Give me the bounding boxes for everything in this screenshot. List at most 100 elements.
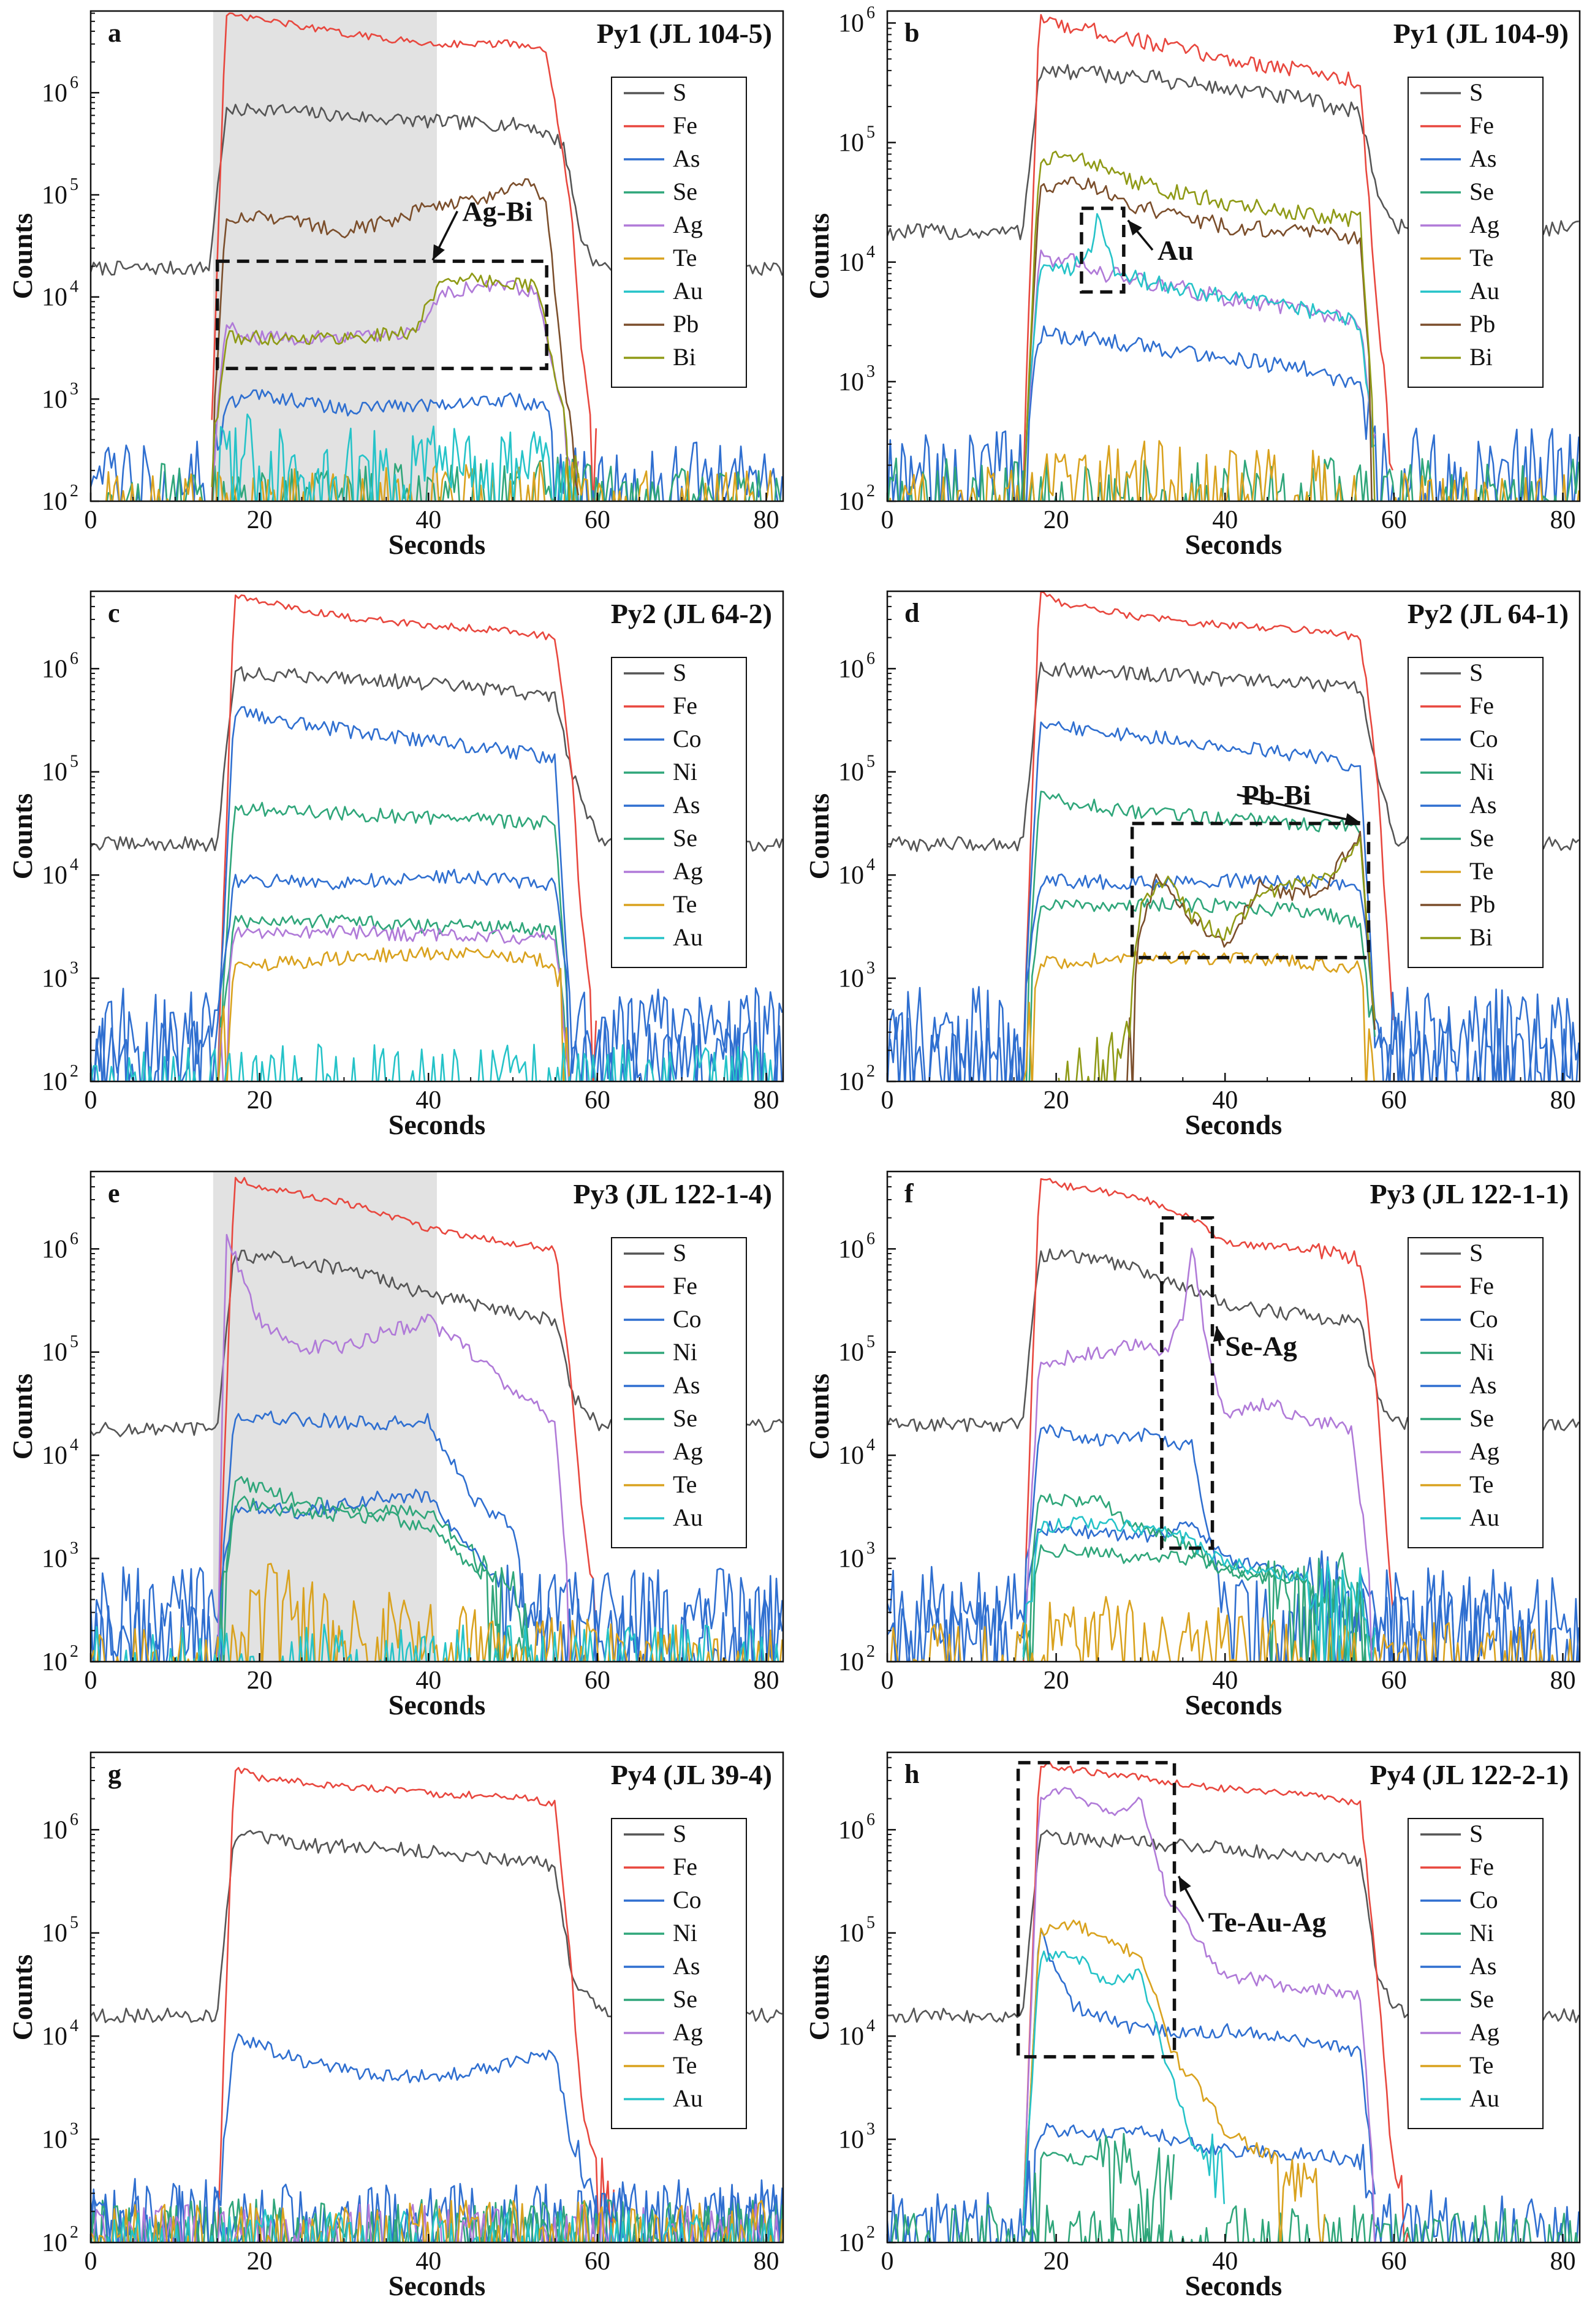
legend-box [611, 1818, 747, 2129]
legend-label: Pb [673, 310, 699, 338]
x-tick-label: 20 [1044, 506, 1069, 534]
legend-box [1408, 1818, 1544, 2129]
y-tick-label: 10 [838, 861, 864, 890]
y-tick-label-exponent: 2 [70, 482, 78, 501]
series-line-Co [91, 706, 783, 1081]
y-tick-label: 10 [838, 2023, 864, 2051]
x-tick-label: 40 [1212, 1667, 1238, 1695]
annotation-label: Se-Ag [1225, 1331, 1297, 1362]
y-axis-label: Counts [803, 793, 835, 880]
series-line-Fe [217, 1176, 597, 1657]
y-tick-label-exponent: 2 [866, 1642, 875, 1661]
series-line-Ag [1022, 1247, 1373, 1662]
y-tick-label-exponent: 3 [866, 959, 875, 978]
series-line-Au [107, 2209, 775, 2243]
annotation-arrowhead [1178, 1876, 1191, 1892]
x-tick-label: 60 [585, 2247, 610, 2276]
y-tick-label: 10 [42, 2229, 67, 2257]
annotation-arrowhead [433, 244, 445, 260]
annotation-arrowhead [1213, 1326, 1226, 1342]
panel-letter: f [904, 1178, 914, 1208]
y-tick-label-exponent: 5 [866, 123, 875, 142]
series-line-As [1023, 1929, 1376, 2243]
series-line-Se [1022, 2133, 1175, 2243]
y-tick-label-exponent: 5 [70, 752, 78, 771]
y-tick-label-exponent: 2 [866, 1062, 875, 1081]
legend-label: Fe [673, 1853, 697, 1880]
y-tick-label: 10 [42, 1920, 67, 1948]
series-line-Te [889, 440, 1580, 501]
x-axis-label: Seconds [388, 1689, 485, 1720]
y-tick-label: 10 [838, 1816, 864, 1844]
annotation-arrowhead [1344, 813, 1360, 825]
legend-label: As [1469, 1952, 1496, 1980]
series-line-Ag [1022, 249, 1376, 501]
legend-label: Bi [673, 343, 696, 371]
annotation-box [1016, 1761, 1177, 2059]
x-tick-label: 40 [1212, 506, 1238, 534]
y-tick-label: 10 [42, 1235, 67, 1263]
x-tick-label: 60 [1381, 1086, 1407, 1115]
series-line-As [91, 2033, 783, 2243]
x-tick-label: 80 [753, 1086, 779, 1115]
legend-box [611, 77, 747, 388]
y-tick-label: 10 [42, 759, 67, 787]
series-line-Se [217, 1496, 532, 1662]
y-tick-label-exponent: 3 [70, 959, 78, 978]
y-tick-label: 10 [838, 10, 864, 38]
panel-letter: g [108, 1759, 121, 1789]
legend-label: Ni [673, 1338, 697, 1366]
x-tick-label: 40 [415, 1086, 441, 1115]
annotation-label: Ag-Bi [462, 196, 532, 227]
legend-box [1408, 77, 1544, 388]
y-axis-label: Counts [803, 213, 835, 300]
y-tick-label: 10 [42, 1648, 67, 1676]
x-tick-label: 20 [247, 506, 273, 534]
legend-label: Fe [1469, 1853, 1494, 1880]
series-line-Se [1028, 897, 1376, 1081]
series-line-Pb [211, 178, 580, 501]
legend-label: Fe [673, 692, 697, 719]
legend-label: Se [1469, 178, 1494, 205]
panel-title: Py4 (JL 122-2-1) [1370, 1759, 1569, 1790]
panel-title: Py4 (JL 39-4) [611, 1759, 772, 1790]
x-tick-label: 80 [1550, 1667, 1575, 1695]
panel-title: Py2 (JL 64-2) [611, 598, 772, 629]
series-line-Ag [211, 279, 580, 501]
legend-label: As [673, 145, 700, 172]
legend-label: As [1469, 1371, 1496, 1399]
y-tick-label-exponent: 2 [866, 482, 875, 501]
y-tick-label-exponent: 3 [70, 379, 78, 398]
series-line-Co [887, 721, 1580, 1081]
legend-label: Bi [1469, 343, 1493, 371]
series-line-Ni [891, 2203, 1578, 2243]
x-axis-label: Seconds [388, 1109, 485, 1140]
x-axis-label: Seconds [1185, 2270, 1282, 2301]
legend-label: Te [673, 890, 697, 918]
legend-label: Au [673, 277, 703, 305]
series-group [91, 594, 783, 1081]
plot-frame [89, 1751, 784, 2244]
panel-title: Py3 (JL 122-1-1) [1370, 1178, 1569, 1209]
y-tick-label-exponent: 6 [70, 1810, 78, 1829]
legend-label: S [1469, 78, 1483, 106]
series-line-Au [1022, 1950, 1226, 2226]
y-tick-label-exponent: 4 [70, 1436, 78, 1455]
legend-label: S [1469, 1239, 1483, 1266]
series-line-Pb [1022, 176, 1373, 501]
legend-label: Te [1469, 1470, 1493, 1498]
series-line-Fe [1023, 1178, 1394, 1662]
y-tick-label-exponent: 2 [70, 1062, 78, 1081]
y-tick-label: 10 [42, 79, 67, 107]
y-tick-label: 10 [42, 181, 67, 210]
annotation-label: Te-Au-Ag [1208, 1906, 1327, 1937]
x-tick-label: 80 [1550, 2247, 1575, 2276]
annotation-arrow [1237, 793, 1361, 823]
x-axis-label: Seconds [1185, 1109, 1282, 1140]
y-tick-label: 10 [838, 965, 864, 993]
series-group [91, 1176, 783, 1662]
x-tick-label: 60 [585, 1667, 610, 1695]
y-tick-label: 10 [42, 1816, 67, 1844]
